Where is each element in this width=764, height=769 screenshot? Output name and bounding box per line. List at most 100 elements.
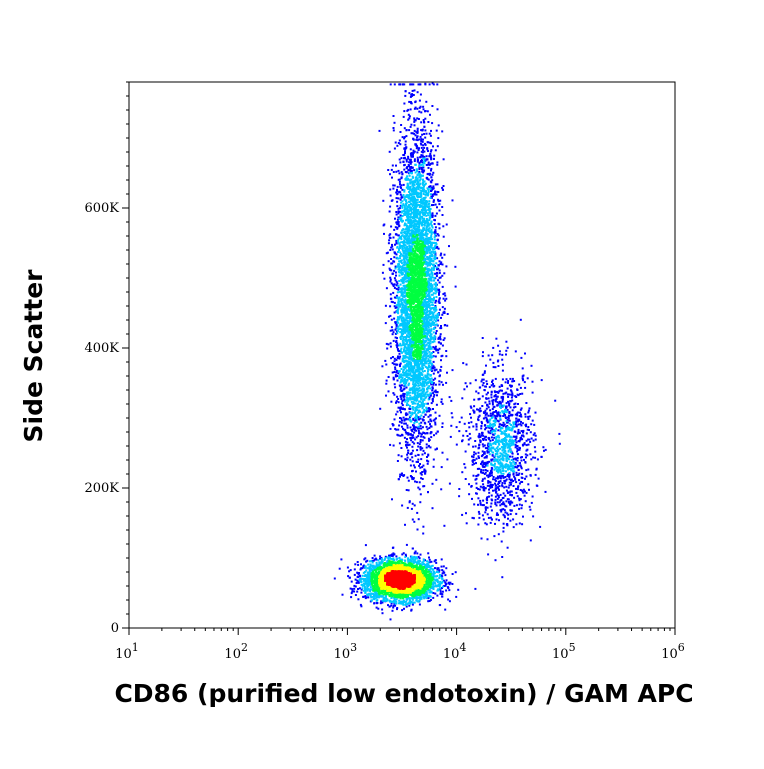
data-point [436,288,439,291]
data-point [490,393,493,396]
data-point [486,497,488,499]
data-point [420,163,423,166]
data-point [430,277,432,280]
data-point [517,465,520,468]
data-point [358,587,361,590]
data-point [398,237,401,240]
data-point [431,387,434,390]
data-point [469,413,472,416]
data-point [415,415,418,417]
data-point [507,400,509,403]
data-point [463,388,466,391]
data-point [529,539,532,542]
data-point [426,459,428,462]
data-point [440,365,443,368]
data-point [418,176,421,179]
data-point [430,233,433,235]
data-point [435,212,438,215]
data-point [429,374,432,377]
data-point [432,372,435,375]
data-point [431,307,434,310]
data-point [429,298,432,301]
data-point [523,442,526,445]
data-point [441,426,444,428]
data-point [358,579,361,582]
data-point [484,409,487,412]
data-point [460,416,463,419]
data-point [475,482,478,485]
data-point [510,436,513,439]
data-point [427,360,430,363]
data-point [508,393,511,396]
data-point [395,211,398,213]
data-point [400,309,403,312]
data-point [423,162,426,165]
data-point [501,400,504,403]
data-point [418,99,421,102]
data-point [405,338,407,341]
data-point [399,210,402,213]
data-point [390,357,393,360]
data-point [495,427,498,430]
data-point [505,425,508,428]
data-point [508,478,511,481]
data-point [494,489,497,492]
data-point [407,214,409,217]
data-point [419,439,422,441]
data-point [441,569,444,572]
data-point [524,424,527,427]
data-point [398,267,401,270]
data-point [379,555,382,558]
data-point [432,157,435,160]
data-point [403,206,406,209]
data-point [402,388,405,391]
data-point [435,129,438,132]
data-point [426,462,429,465]
data-point [423,121,425,123]
data-point [418,110,421,113]
data-point [388,236,391,239]
data-point [425,214,428,217]
data-point [369,566,372,569]
data-point [496,501,499,504]
data-point [392,339,395,342]
data-point [415,460,418,463]
data-point [485,393,488,396]
data-point [420,121,423,124]
data-point [421,426,424,429]
data-point [431,322,434,324]
data-point [513,463,516,466]
data-point [413,120,416,123]
data-point [418,201,421,203]
data-point [372,559,375,562]
data-point [416,405,419,408]
data-point [478,446,481,449]
data-point [411,203,414,206]
data-point [420,204,423,207]
data-point [518,415,521,417]
data-point [427,221,430,224]
data-point [370,599,373,602]
data-point [419,93,422,96]
data-point [502,502,505,504]
data-point [515,445,518,448]
data-point [396,240,399,243]
data-point [390,269,393,272]
data-point [404,238,407,241]
data-point [404,313,407,316]
data-point [365,569,368,572]
data-point [520,476,523,479]
data-point [447,586,450,589]
data-point [403,235,405,238]
data-point [417,188,420,191]
data-point [419,424,422,427]
data-point [436,567,439,570]
data-point [432,312,435,315]
data-point [430,287,432,290]
data-point [430,560,433,563]
data-point [433,560,436,563]
data-point [510,462,513,465]
data-point [432,83,435,86]
data-point [421,439,424,442]
data-point [423,470,426,473]
